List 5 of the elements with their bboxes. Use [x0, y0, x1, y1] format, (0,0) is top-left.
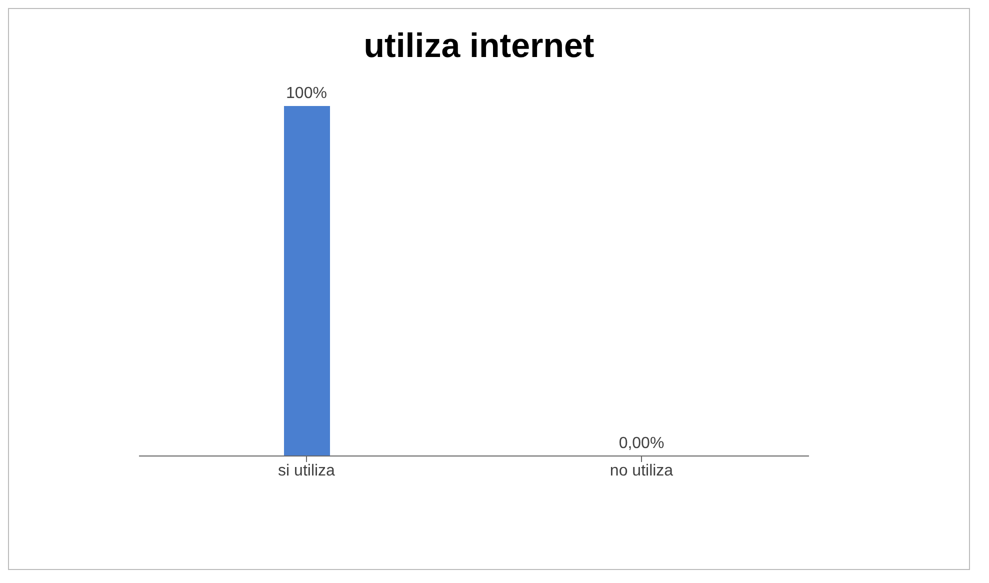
data-label: 100% [286, 85, 327, 102]
x-tick-label: no utiliza [610, 462, 674, 480]
chart-title: utiliza internet [362, 26, 596, 66]
data-label: 0,00% [618, 435, 664, 452]
x-tick-label: si utiliza [278, 462, 336, 480]
